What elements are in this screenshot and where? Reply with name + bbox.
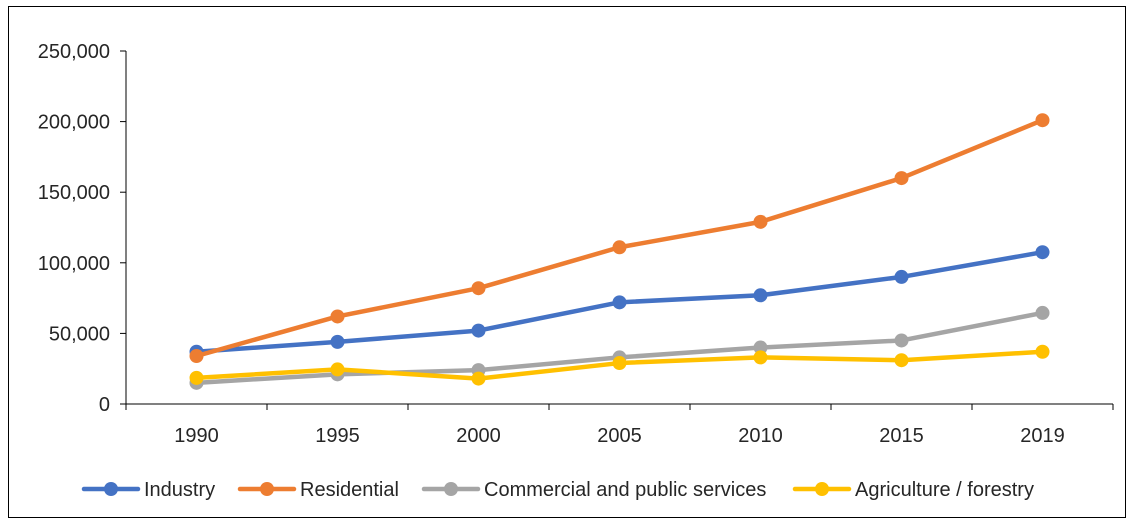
data-point [612,240,627,255]
y-tick-label: 50,000 [49,323,110,345]
data-point [894,171,909,186]
legend-swatch-marker [444,482,458,496]
x-tick-label: 2010 [738,425,783,447]
axes [120,50,1114,410]
y-tick-label: 0 [99,394,110,416]
data-point [894,353,909,368]
legend-swatch-marker [260,482,274,496]
data-point [753,214,768,229]
data-point [330,309,345,324]
y-tick-labels: 0 50,000 100,000 150,000 200,000 250,000 [38,41,110,416]
data-point [1035,344,1050,359]
data-point [471,281,486,296]
legend-label: Commercial and public services [484,479,766,501]
legend-item: Agriculture / forestry [792,479,1034,501]
data-point [1035,245,1050,260]
y-tick-label: 200,000 [38,112,110,134]
series-residential [189,113,1050,363]
x-tick-label: 2005 [597,425,642,447]
y-tick-label: 150,000 [38,182,110,204]
data-point [753,350,768,365]
y-tick-label: 100,000 [38,253,110,275]
x-tick-labels: 1990 1995 2000 2005 2010 2015 2019 [174,425,1065,447]
data-point [330,334,345,349]
series-industry [189,245,1050,359]
data-point [471,323,486,338]
x-tick-label: 2000 [456,425,501,447]
legend-item: Residential [237,479,399,501]
legend-label: Agriculture / forestry [855,479,1034,501]
data-point [612,356,627,371]
y-tick-label: 250,000 [38,41,110,63]
legend: Industry Residential Commercial and public… [81,479,1034,501]
x-tick-label: 2019 [1020,425,1065,447]
data-point [1035,305,1050,320]
legend-swatch-marker [104,482,118,496]
series-agriculture-forestry [189,344,1050,386]
data-point [753,340,768,355]
data-point [471,371,486,386]
data-point [330,362,345,377]
legend-item: Commercial and public services [421,479,766,501]
data-point [612,295,627,310]
data-point [753,288,768,303]
series-lines [189,113,1050,390]
data-point [189,348,204,363]
data-point [1035,113,1050,128]
legend-label: Industry [144,479,215,501]
series-line [194,117,1045,359]
legend-swatch-marker [815,482,829,496]
x-tick-label: 1995 [315,425,360,447]
legend-item: Industry [81,479,215,501]
legend-label: Residential [300,479,399,501]
data-point [189,370,204,385]
x-tick-label: 2015 [879,425,924,447]
x-tick-label: 1990 [174,425,219,447]
data-point [894,333,909,348]
series-commercial-and-public-services [189,305,1050,390]
data-point [894,269,909,284]
